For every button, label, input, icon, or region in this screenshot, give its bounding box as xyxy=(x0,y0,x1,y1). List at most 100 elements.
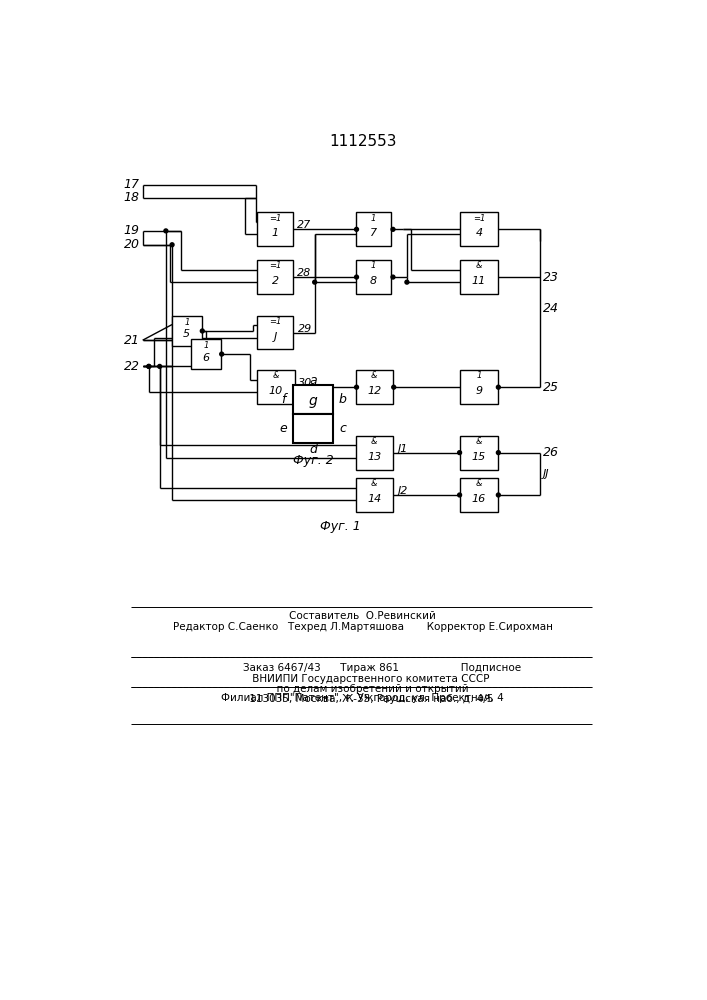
Text: JJ: JJ xyxy=(542,469,549,479)
Text: 6: 6 xyxy=(203,353,210,363)
Text: 27: 27 xyxy=(297,220,311,230)
Bar xyxy=(293,414,333,443)
Text: &: & xyxy=(371,437,378,446)
Text: 17: 17 xyxy=(124,178,139,191)
Circle shape xyxy=(355,227,358,231)
Text: 30: 30 xyxy=(298,378,312,388)
Bar xyxy=(257,260,293,294)
Text: 12: 12 xyxy=(367,386,382,396)
Bar xyxy=(257,316,293,349)
Text: 16: 16 xyxy=(472,494,486,504)
Text: =1: =1 xyxy=(473,214,485,223)
Text: Заказ 6467/43      Тираж 861                   Подписное: Заказ 6467/43 Тираж 861 Подписное xyxy=(243,663,522,673)
Bar xyxy=(460,260,498,294)
Text: 4: 4 xyxy=(475,228,483,238)
Circle shape xyxy=(392,385,396,389)
Bar xyxy=(356,212,392,246)
Text: 21: 21 xyxy=(124,334,139,347)
Text: 1: 1 xyxy=(204,341,209,350)
Circle shape xyxy=(200,329,204,333)
Text: Составитель  О.Ревинский: Составитель О.Ревинский xyxy=(289,611,436,621)
Bar xyxy=(356,478,393,512)
Bar xyxy=(460,370,498,404)
Text: &: & xyxy=(371,371,378,380)
Text: b: b xyxy=(339,393,346,406)
Text: f: f xyxy=(281,393,286,406)
Text: 24: 24 xyxy=(542,302,559,315)
Circle shape xyxy=(158,364,162,368)
Text: 29: 29 xyxy=(298,324,312,334)
Text: 19: 19 xyxy=(124,224,139,237)
Text: Редактор С.Саенко   Техред Л.Мартяшова       Корректор Е.Сирохман: Редактор С.Саенко Техред Л.Мартяшова Кор… xyxy=(173,622,553,632)
Text: 22: 22 xyxy=(124,360,139,373)
Text: 28: 28 xyxy=(297,268,311,278)
Text: g: g xyxy=(309,394,317,408)
Text: 1: 1 xyxy=(371,261,376,270)
Circle shape xyxy=(355,385,358,389)
Text: 23: 23 xyxy=(542,271,559,284)
Circle shape xyxy=(457,493,462,497)
Bar xyxy=(460,478,498,512)
Text: Филиал ППП"Патент", г. Ужгород, ул. Проектная, 4: Филиал ППП"Патент", г. Ужгород, ул. Прое… xyxy=(221,693,504,703)
Text: 1: 1 xyxy=(371,214,376,223)
Bar xyxy=(172,316,201,346)
Text: 5: 5 xyxy=(183,329,190,339)
Text: 1: 1 xyxy=(271,228,279,238)
Circle shape xyxy=(170,243,174,247)
Text: 1: 1 xyxy=(477,371,481,380)
Bar xyxy=(356,370,393,404)
Text: ВНИИПИ Государственного комитета СССР: ВНИИПИ Государственного комитета СССР xyxy=(236,674,489,684)
Bar xyxy=(460,212,498,246)
Text: 18: 18 xyxy=(124,191,139,204)
Text: J: J xyxy=(274,332,276,342)
Bar xyxy=(356,260,392,294)
Circle shape xyxy=(496,493,501,497)
Text: J1: J1 xyxy=(397,444,408,454)
Circle shape xyxy=(312,280,317,284)
Bar xyxy=(192,339,221,369)
Text: 15: 15 xyxy=(472,452,486,462)
Text: 25: 25 xyxy=(542,381,559,394)
Text: 26: 26 xyxy=(542,446,559,459)
Text: 10: 10 xyxy=(269,386,283,396)
Text: a: a xyxy=(310,374,317,387)
Text: Фуг. 2: Фуг. 2 xyxy=(293,454,334,467)
Text: 9: 9 xyxy=(475,386,483,396)
Text: 113035, Москва, Ж-35, Раушская наб., д. 4/5: 113035, Москва, Ж-35, Раушская наб., д. … xyxy=(233,694,493,704)
Text: &: & xyxy=(371,479,378,488)
Text: d: d xyxy=(309,443,317,456)
Text: по делам изобретений и открытий: по делам изобретений и открытий xyxy=(257,684,469,694)
Text: e: e xyxy=(280,422,288,435)
Text: =1: =1 xyxy=(269,261,281,270)
Circle shape xyxy=(164,229,168,233)
Circle shape xyxy=(496,385,501,389)
Text: 11: 11 xyxy=(472,276,486,286)
Text: =1: =1 xyxy=(269,317,281,326)
Circle shape xyxy=(391,275,395,279)
Text: 14: 14 xyxy=(367,494,382,504)
Text: 1: 1 xyxy=(184,318,189,327)
Circle shape xyxy=(147,364,151,368)
Text: &: & xyxy=(476,437,482,446)
Text: J2: J2 xyxy=(397,486,408,496)
Circle shape xyxy=(355,275,358,279)
Bar xyxy=(257,212,293,246)
Circle shape xyxy=(147,364,151,368)
Text: Фуг. 1: Фуг. 1 xyxy=(320,520,361,533)
Text: 13: 13 xyxy=(367,452,382,462)
Text: 20: 20 xyxy=(124,238,139,251)
Text: &: & xyxy=(273,371,279,380)
Circle shape xyxy=(220,352,223,356)
Bar xyxy=(293,385,333,414)
Circle shape xyxy=(496,451,501,455)
Circle shape xyxy=(405,280,409,284)
Bar xyxy=(257,370,295,404)
Circle shape xyxy=(457,451,462,455)
Text: 2: 2 xyxy=(271,276,279,286)
Text: c: c xyxy=(339,422,346,435)
Text: =1: =1 xyxy=(269,214,281,223)
Bar xyxy=(356,436,393,470)
Text: &: & xyxy=(476,479,482,488)
Circle shape xyxy=(391,227,395,231)
Bar xyxy=(460,436,498,470)
